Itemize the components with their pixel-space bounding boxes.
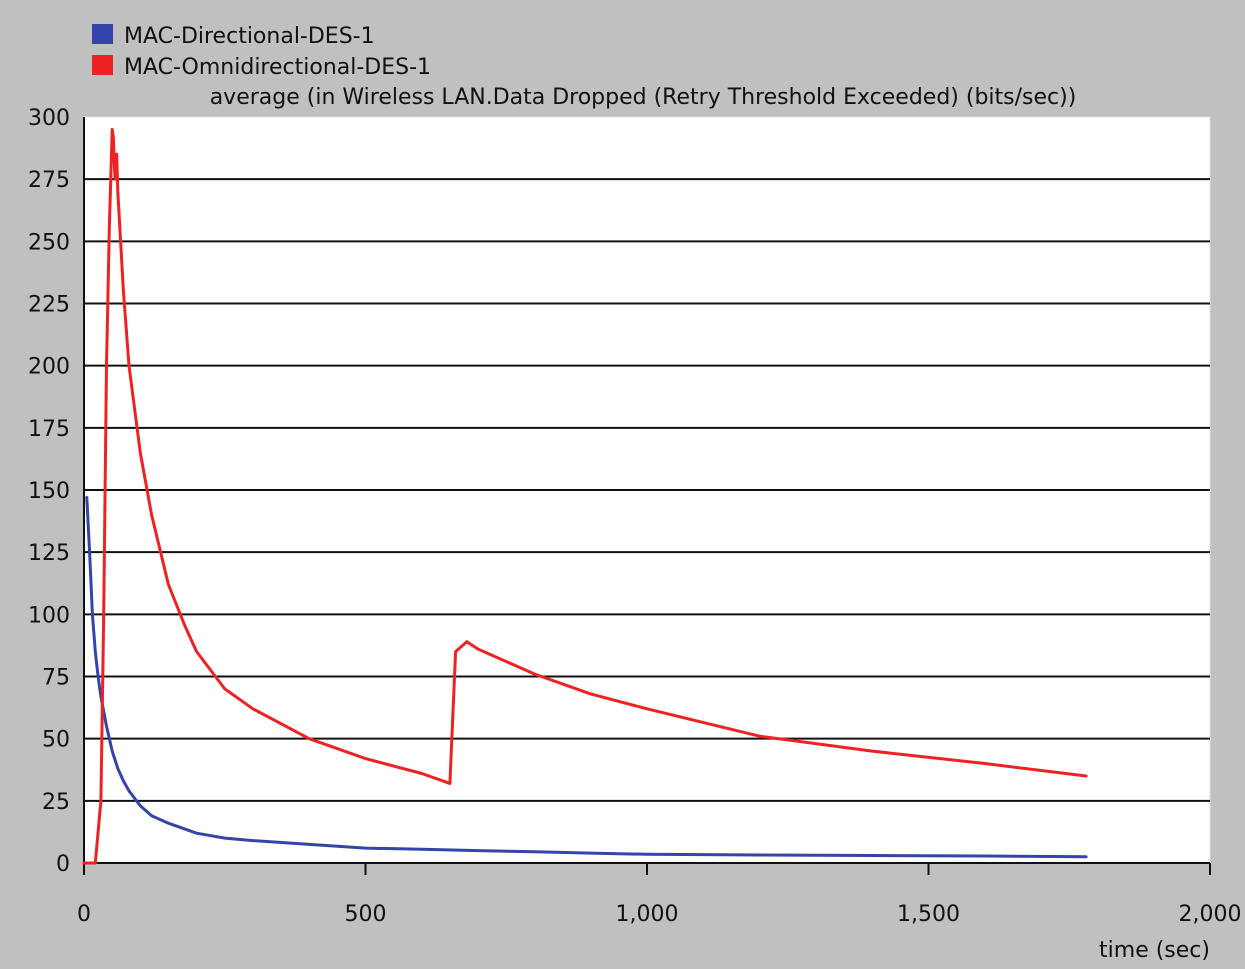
x-tick-label: 500 <box>345 902 387 927</box>
gridlines <box>84 178 1210 802</box>
series-line-2 <box>82 127 1088 865</box>
y-tick-label: 50 <box>42 728 70 753</box>
y-tick-label: 275 <box>28 168 70 193</box>
y-tick-label: 200 <box>28 355 70 380</box>
y-tick-label: 175 <box>28 417 70 442</box>
x-tick-label: 2,000 <box>1179 902 1242 927</box>
y-tick-label: 300 <box>28 106 70 131</box>
legend: MAC-Directional-DES-1 MAC-Omnidirectional… <box>92 24 431 80</box>
y-tick-label: 75 <box>42 666 70 691</box>
y-tick-label: 25 <box>42 790 70 815</box>
x-axis-title: time (sec) <box>1099 938 1210 963</box>
y-tick-label: 0 <box>56 852 70 877</box>
series-line-1 <box>85 496 1088 859</box>
x-tick-label: 1,000 <box>616 902 679 927</box>
series-lines <box>82 127 1088 865</box>
chart-title: average (in Wireless LAN.Data Dropped (R… <box>210 85 1077 110</box>
legend-swatch-2 <box>92 55 113 75</box>
x-tick-label: 1,500 <box>897 902 960 927</box>
x-tick-label: 0 <box>77 902 91 927</box>
legend-label-1: MAC-Directional-DES-1 <box>124 24 375 49</box>
x-axis-ticks: 0 500 1,000 1,500 2,000 <box>77 863 1241 927</box>
y-tick-label: 225 <box>28 293 70 318</box>
y-axis-ticks: 0 25 50 75 100 125 150 175 200 225 250 275 300 <box>28 106 70 877</box>
y-tick-label: 125 <box>28 541 70 566</box>
y-tick-label: 250 <box>28 230 70 255</box>
y-tick-label: 150 <box>28 479 70 504</box>
y-tick-label: 100 <box>28 603 70 628</box>
legend-swatch-1 <box>92 24 113 44</box>
legend-label-2: MAC-Omnidirectional-DES-1 <box>124 55 431 80</box>
